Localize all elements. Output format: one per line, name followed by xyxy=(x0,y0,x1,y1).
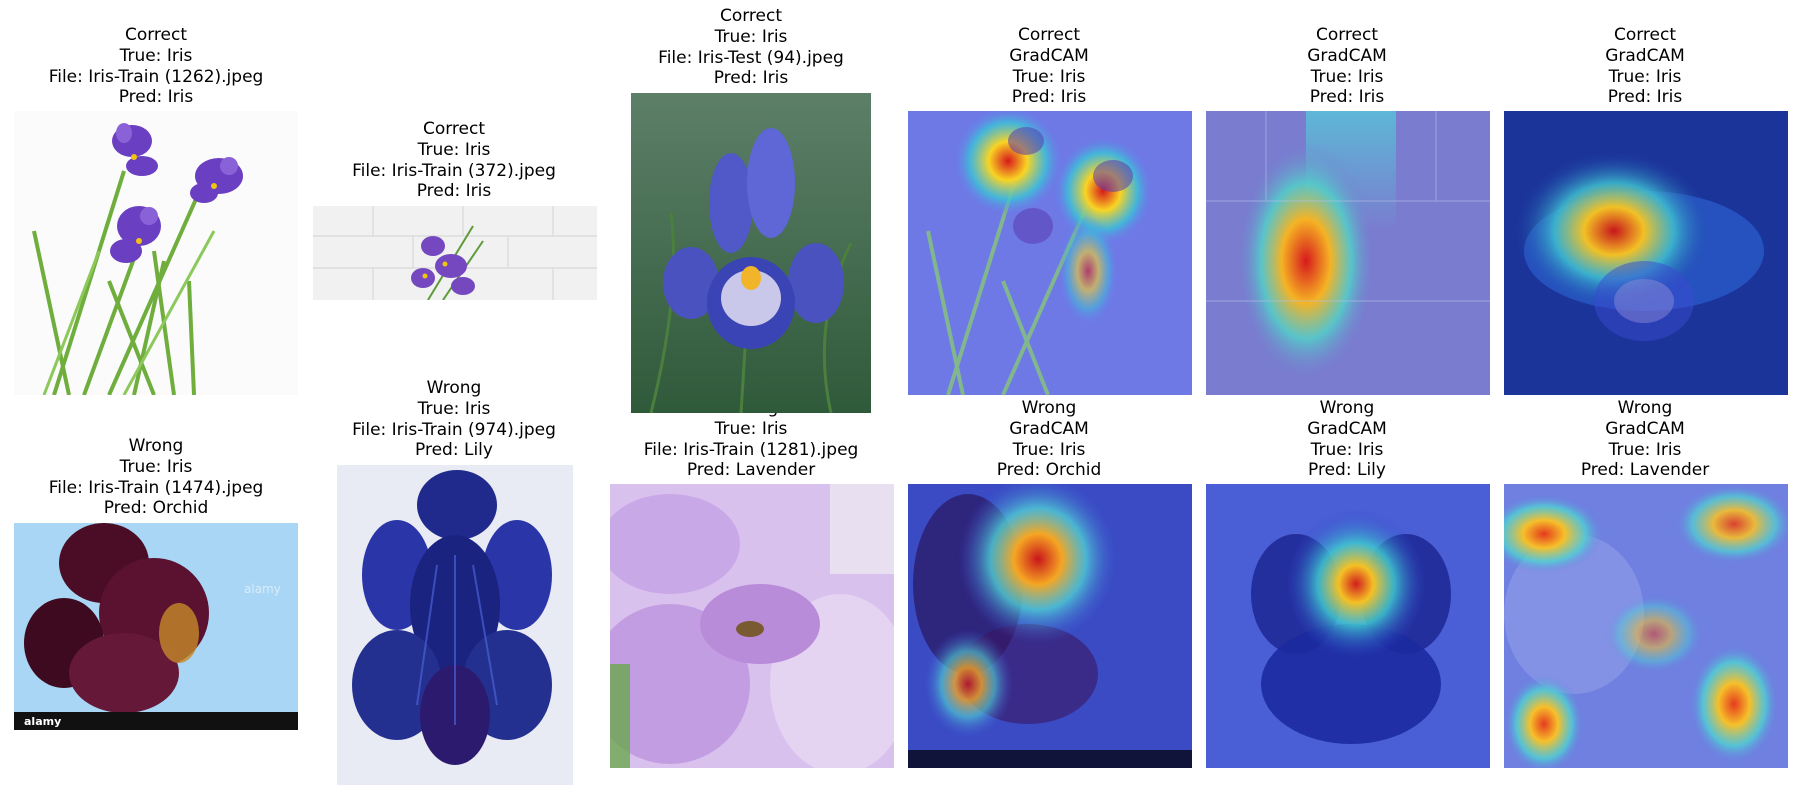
prediction: Pred: Lily xyxy=(415,440,493,461)
watermark-text: alamy xyxy=(244,582,281,596)
gradcam-tiles-image xyxy=(1206,111,1490,395)
caption-8: Wrong True: Iris File: Iris-Train (974).… xyxy=(309,378,599,461)
file-name: File: Iris-Train (1262).jpeg xyxy=(48,66,264,87)
gradcam-bouquet-image xyxy=(908,111,1192,395)
blue-iris-image xyxy=(631,93,871,413)
dark-red-iris-image: alamy alamy xyxy=(14,523,298,730)
status: Wrong xyxy=(1319,398,1375,418)
iris-bouquet-image xyxy=(14,111,298,395)
caption-11: Wrong GradCAM True: Iris Pred: Lily xyxy=(1202,398,1492,481)
caption-7: Wrong True: Iris File: Iris-Train (1474)… xyxy=(11,436,301,519)
status: Correct xyxy=(124,25,188,45)
true-label: True: Iris xyxy=(119,456,193,477)
prediction: Pred: Lavender xyxy=(686,460,816,481)
status: Correct xyxy=(422,119,486,139)
gradcam-dark-iris-image xyxy=(908,484,1192,768)
prediction: Pred: Iris xyxy=(118,87,194,108)
gradcam-blue-iris-image xyxy=(1504,111,1788,395)
true-label: True: Iris xyxy=(1310,439,1384,460)
prediction: Pred: Iris xyxy=(416,181,492,202)
file-name: File: Iris-Train (974).jpeg xyxy=(352,419,556,440)
status: Wrong xyxy=(1617,398,1673,418)
status: Correct xyxy=(1017,25,1081,45)
prediction: Pred: Iris xyxy=(713,68,789,89)
caption-6: Correct GradCAM True: Iris Pred: Iris xyxy=(1500,25,1790,108)
true-label: True: Iris xyxy=(714,418,788,439)
file-name: File: Iris-Train (1474).jpeg xyxy=(48,477,264,498)
prediction: Pred: Iris xyxy=(1309,87,1385,108)
true-label: True: Iris xyxy=(1012,66,1086,87)
file-name: File: Iris-Test (94).jpeg xyxy=(658,47,844,68)
caption-10: Wrong GradCAM True: Iris Pred: Orchid xyxy=(904,398,1194,481)
status: Correct xyxy=(719,6,783,26)
stock-watermark: alamy xyxy=(24,715,61,728)
file-name: File: Iris-Train (1281).jpeg xyxy=(643,439,859,460)
true-label: True: Iris xyxy=(417,398,491,419)
true-label: True: Iris xyxy=(714,26,788,47)
method: GradCAM xyxy=(1605,45,1685,66)
caption-4: Correct GradCAM True: Iris Pred: Iris xyxy=(904,25,1194,108)
method: GradCAM xyxy=(1307,418,1387,439)
caption-5: Correct GradCAM True: Iris Pred: Iris xyxy=(1202,25,1492,108)
caption-9: Wrong True: Iris File: Iris-Train (1281)… xyxy=(606,398,896,481)
method: GradCAM xyxy=(1605,418,1685,439)
caption-3: Correct True: Iris File: Iris-Test (94).… xyxy=(606,6,896,89)
prediction: Pred: Orchid xyxy=(996,460,1102,481)
caption-12: Wrong GradCAM True: Iris Pred: Lavender xyxy=(1500,398,1790,481)
prediction: Pred: Iris xyxy=(1011,87,1087,108)
file-name: File: Iris-Train (372).jpeg xyxy=(352,160,556,181)
method: GradCAM xyxy=(1307,45,1387,66)
painted-iris-image xyxy=(337,465,573,785)
status: Wrong xyxy=(1021,398,1077,418)
true-label: True: Iris xyxy=(417,139,491,160)
gradcam-lilac-iris-image xyxy=(1504,484,1788,768)
true-label: True: Iris xyxy=(1012,439,1086,460)
true-label: True: Iris xyxy=(1608,439,1682,460)
method: GradCAM xyxy=(1009,418,1089,439)
status: Correct xyxy=(1315,25,1379,45)
true-label: True: Iris xyxy=(1310,66,1384,87)
lilac-iris-image xyxy=(610,484,894,768)
caption-2: Correct True: Iris File: Iris-Train (372… xyxy=(309,119,599,202)
status: Wrong xyxy=(128,436,184,456)
iris-tiles-image xyxy=(313,206,597,300)
method: GradCAM xyxy=(1009,45,1089,66)
prediction: Pred: Iris xyxy=(1607,87,1683,108)
status: Correct xyxy=(1613,25,1677,45)
caption-1: Correct True: Iris File: Iris-Train (126… xyxy=(11,25,301,108)
prediction: Pred: Lily xyxy=(1308,460,1386,481)
prediction: Pred: Orchid xyxy=(103,498,209,519)
true-label: True: Iris xyxy=(1608,66,1682,87)
prediction: Pred: Lavender xyxy=(1580,460,1710,481)
gradcam-painted-iris-image xyxy=(1206,484,1490,768)
true-label: True: Iris xyxy=(119,45,193,66)
status: Wrong xyxy=(426,378,482,398)
